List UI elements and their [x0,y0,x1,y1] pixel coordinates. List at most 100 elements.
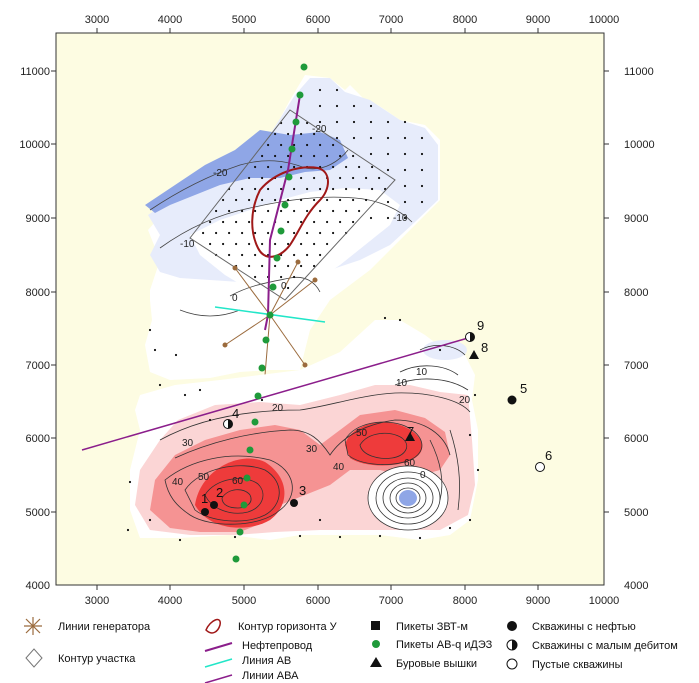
legend-line-ab-icon [204,658,233,668]
survey-dot [476,468,480,472]
survey-dot [325,154,329,158]
contour-minus10 [159,196,413,249]
survey-dot [240,253,244,257]
survey-dot [318,143,322,147]
x-tick-top: 6000 [306,14,330,26]
oil-well [290,499,298,507]
legend-label: Линия АВ [242,655,291,667]
contour-label: 0 [281,281,287,292]
picket-ab [273,254,281,262]
legend-pickets-ab-icon [372,640,380,648]
survey-dot [260,198,264,202]
survey-dot [403,200,407,204]
survey-dot [369,120,373,124]
y-tick-right: 11000 [624,66,654,78]
x-axis-top: 3000 4000 5000 6000 7000 8000 9000 10000 [85,14,620,26]
x-tick-top: 10000 [589,14,620,26]
x-tick-bottom: 7000 [379,595,403,607]
survey-dot [266,187,270,191]
picket-ab [292,118,300,126]
survey-dot [178,538,182,542]
survey-dot [386,168,390,172]
survey-dot [299,132,303,136]
horizon-contour [251,166,329,258]
contour-label: 60 [404,458,416,469]
survey-dot [305,143,309,147]
y-tick-right: 10000 [624,139,655,151]
survey-dot [386,216,390,220]
survey-dot [260,154,264,158]
survey-dot [369,216,373,220]
survey-dot [312,264,316,268]
survey-dot [318,209,322,213]
well-label: 5 [520,381,527,396]
survey-dot [305,121,309,125]
contour-label: 0 [232,293,238,304]
y-tick-left: 9000 [26,213,50,225]
survey-dot [214,209,218,213]
survey-dot [312,242,316,246]
empty-well [535,462,545,472]
generator-lines [222,259,318,376]
well-label: 1 [201,491,208,506]
picket-ab [254,392,262,400]
survey-dot [299,220,303,224]
y-tick-left: 10000 [19,139,50,151]
survey-dot [383,316,387,320]
southern-red-core-b [345,422,423,466]
legend-label: Пикеты ЗВТ-м [396,621,468,633]
survey-dot [352,104,356,108]
survey-dot [260,176,264,180]
southern-field [130,320,478,540]
contour-label: 30 [306,444,318,455]
survey-dot [305,209,309,213]
survey-dots [201,88,424,290]
legend-label: Скважины с малым дебитом [532,640,678,652]
survey-dot [357,209,361,213]
survey-dot [468,518,472,522]
survey-dot [148,518,152,522]
survey-dot [214,231,218,235]
x-tick-top: 8000 [453,14,477,26]
survey-dot [468,433,472,437]
survey-dot [335,136,339,140]
legend-label: Контур горизонта У [238,621,338,633]
contour-label: -10 [393,213,408,224]
survey-dot [158,383,162,387]
survey-dot [344,187,348,191]
survey-dot [331,231,335,235]
legend-label: Контур участка [58,653,136,665]
survey-dot [386,136,390,140]
x-axis-bottom: 3000 4000 5000 6000 7000 8000 9000 10000 [85,595,620,607]
picket-ab [266,311,274,319]
survey-dot [292,165,296,169]
well-label: 6 [545,448,552,463]
picket-ab [262,336,270,344]
survey-dot [208,220,212,224]
survey-dot [312,220,316,224]
survey-dot [279,143,283,147]
survey-dot [369,104,373,108]
y-tick-left: 7000 [26,360,50,372]
northern-blue-area [145,130,348,213]
survey-dot [351,154,355,158]
picket-ab [232,555,240,563]
survey-dot [266,231,270,235]
survey-dot [286,154,290,158]
survey-dot [369,136,373,140]
x-tick-bottom: 6000 [306,595,330,607]
survey-dot [351,220,355,224]
survey-dot [335,120,339,124]
picket-ab [281,201,289,209]
southern-contours [159,345,471,531]
survey-dot [126,528,130,532]
legend-horizon-icon [205,618,221,634]
survey-dot [318,120,322,124]
survey-dot [279,209,283,213]
y-axis-left: 4000 5000 6000 7000 8000 9000 10000 1100… [19,66,50,592]
survey-dot [344,209,348,213]
survey-dot [364,198,368,202]
survey-dot [247,220,251,224]
oil-well [201,508,209,516]
